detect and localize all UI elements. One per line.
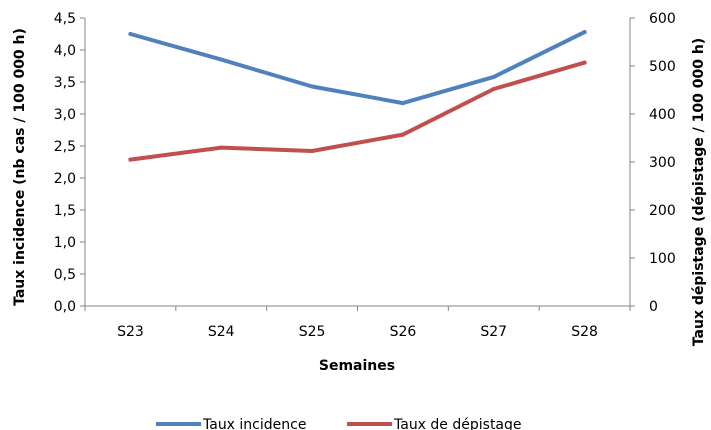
axes [80,17,635,311]
series-line-0 [128,30,587,106]
x-axis-title: Semaines [319,358,395,374]
series-lines [128,30,587,162]
data-point [491,87,496,92]
y-left-tick-label: 2,5 [54,139,76,155]
y-right-tick-label: 300 [649,155,676,171]
x-tick-label: S28 [571,324,598,340]
data-point [310,84,315,89]
data-point [310,148,315,153]
y-left-tick-label: 4,0 [54,43,76,59]
y-left-tick-label: 4,5 [54,11,76,27]
y-right-tick-label: 400 [649,107,676,123]
data-point [491,74,496,79]
legend: Taux incidence Taux de dépistage [156,417,522,430]
y-left-tick-label: 3,0 [54,107,76,123]
y-left-tick-label: 0,0 [54,299,76,315]
legend-label-depistage: Taux de dépistage [393,417,522,430]
legend-label-incidence: Taux incidence [202,417,306,430]
data-point [128,32,133,36]
data-point [219,145,224,150]
y-right-tick-label: 100 [649,251,676,267]
data-point [400,132,405,137]
data-point [582,30,587,35]
y-left-tick-label: 1,5 [54,203,76,219]
data-point [582,60,587,65]
y-right-tick-label: 600 [649,11,676,27]
y-left-tick-label: 2,0 [54,171,76,187]
series-line-1 [128,60,587,162]
y-left-tick-label: 0,5 [54,267,76,283]
data-point [219,57,224,62]
x-tick-label: S23 [117,324,144,340]
data-point [128,157,133,162]
y-right-tick-label: 500 [649,59,676,75]
data-point [400,101,405,106]
y-axis-right-title: Taux dépistage (dépistage / 100 000 h) [691,38,707,346]
x-tick-label: S27 [480,324,507,340]
y-left-tick-label: 3,5 [54,75,76,91]
y-left-tick-label: 1,0 [54,235,76,251]
x-tick-label: S24 [208,324,235,340]
y-right-tick-label: 0 [649,299,658,315]
y-right-tick-label: 200 [649,203,676,219]
y-axis-left-title: Taux incidence (nb cas / 100 000 h) [12,28,28,306]
tick-labels: 0,0 0,5 1,0 1,5 2,0 2,5 3,0 3,5 4,0 4,5 0 100 200 300… [54,11,676,340]
x-tick-label: S26 [390,324,417,340]
x-tick-label: S25 [299,324,326,340]
